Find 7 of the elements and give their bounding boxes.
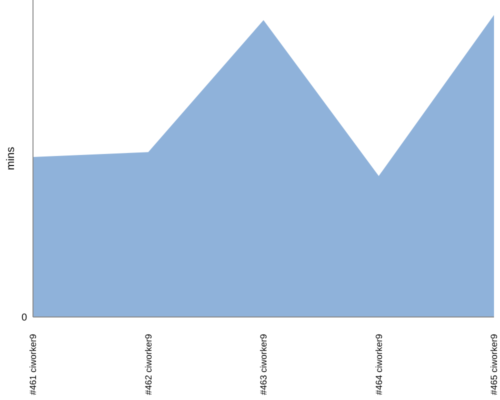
x-tick-label: #463 ciworker9 [258, 334, 268, 396]
y-axis-title: mins [5, 146, 17, 170]
x-tick-label: #461 ciworker9 [28, 334, 38, 396]
x-tick-label: #464 ciworker9 [374, 334, 384, 396]
text: 0 [21, 312, 28, 324]
x-tick-label: #465 ciworker9 [489, 334, 499, 396]
x-tick-label: #462 ciworker9 [143, 334, 154, 396]
